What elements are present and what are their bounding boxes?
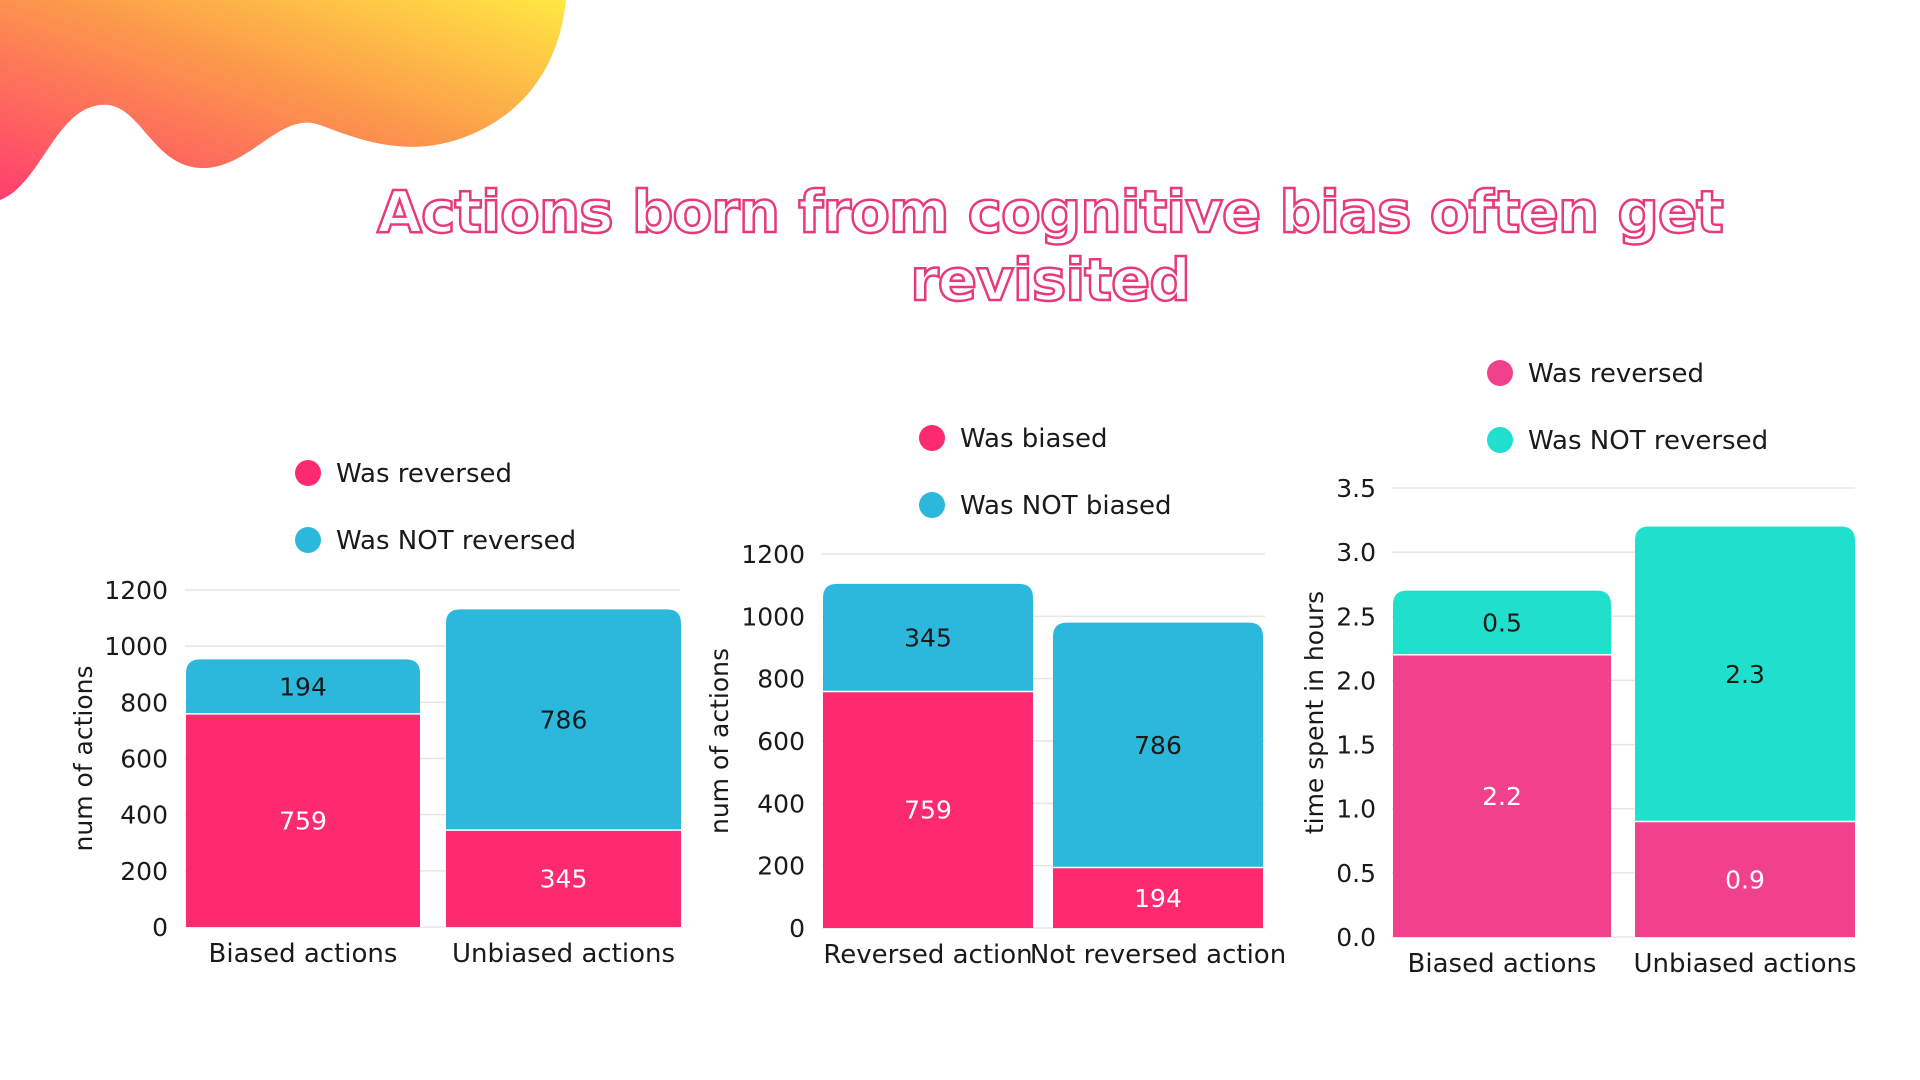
data-label: 345 (904, 624, 952, 653)
x-category-label: Biased actions (209, 939, 398, 969)
data-label: 759 (904, 796, 952, 825)
bar-segment-was-reversed (1635, 821, 1855, 937)
bar-segment-was-not-reversed (1635, 526, 1855, 822)
legend-label: Was biased (960, 424, 1108, 454)
legend-label: Was reversed (336, 459, 512, 489)
y-tick-label: 2.0 (1336, 666, 1376, 695)
data-label: 759 (279, 806, 327, 835)
data-label: 2.2 (1482, 782, 1522, 811)
y-tick-label: 200 (120, 857, 168, 886)
legend-swatch (295, 527, 321, 553)
y-tick-label: 600 (757, 727, 805, 756)
legend-label: Was reversed (1528, 359, 1704, 389)
bar-segment-was-not-reversed (446, 609, 681, 831)
page-title: Actions born from cognitive bias often g… (376, 177, 1725, 316)
data-label: 194 (1134, 884, 1182, 913)
legend-label: Was NOT reversed (1528, 426, 1768, 456)
y-tick-label: 400 (757, 789, 805, 818)
x-category-label: Not reversed action (1030, 940, 1286, 970)
x-category-label: Biased actions (1408, 949, 1597, 979)
legend-label: Was NOT biased (960, 491, 1172, 521)
data-label: 786 (540, 706, 588, 735)
x-category-label: Unbiased actions (1633, 949, 1856, 979)
data-label: 345 (540, 865, 588, 894)
y-tick-label: 3.5 (1336, 474, 1376, 503)
decorative-gradient-blob (0, 0, 566, 200)
bar-segment-was-biased (1053, 867, 1263, 928)
y-tick-label: 800 (120, 688, 168, 717)
data-label: 0.9 (1725, 865, 1765, 894)
y-tick-label: 0 (152, 913, 168, 942)
y-tick-label: 1000 (741, 602, 805, 631)
y-tick-label: 1200 (741, 540, 805, 569)
bar-segment-was-not-biased (823, 583, 1033, 692)
legend-swatch (1487, 360, 1513, 386)
data-label: 786 (1134, 731, 1182, 760)
y-axis-title: num of actions (705, 648, 734, 834)
y-tick-label: 800 (757, 665, 805, 694)
y-tick-label: 0.0 (1336, 923, 1376, 952)
y-tick-label: 0 (789, 914, 805, 943)
legend-swatch (295, 460, 321, 486)
y-tick-label: 1000 (104, 632, 168, 661)
y-tick-label: 1.5 (1336, 731, 1376, 760)
y-tick-label: 0.5 (1336, 859, 1376, 888)
legend-swatch (919, 425, 945, 451)
y-tick-label: 1.0 (1336, 795, 1376, 824)
y-tick-label: 2.5 (1336, 602, 1376, 631)
bar-segment-was-biased (823, 691, 1033, 928)
y-tick-label: 1200 (104, 576, 168, 605)
legend-swatch (1487, 427, 1513, 453)
bar-segment-was-reversed (446, 830, 681, 927)
bar-segment-was-not-reversed (186, 659, 420, 714)
y-axis-title: time spent in hours (1300, 591, 1329, 834)
legend-label: Was NOT reversed (336, 526, 576, 556)
bar-segment-was-reversed (1393, 654, 1611, 937)
data-label: 0.5 (1482, 609, 1522, 638)
bar-segment-was-not-biased (1053, 622, 1263, 868)
bar-segment-was-not-reversed (1393, 590, 1611, 655)
data-label: 2.3 (1725, 660, 1765, 689)
y-tick-label: 400 (120, 801, 168, 830)
y-tick-label: 200 (757, 852, 805, 881)
y-axis-title: num of actions (69, 665, 98, 851)
legend-swatch (919, 492, 945, 518)
x-category-label: Unbiased actions (452, 939, 675, 969)
bar-segment-was-reversed (186, 713, 420, 927)
y-tick-label: 3.0 (1336, 538, 1376, 567)
data-label: 194 (279, 673, 327, 702)
x-category-label: Reversed action (823, 940, 1032, 970)
y-tick-label: 600 (120, 745, 168, 774)
